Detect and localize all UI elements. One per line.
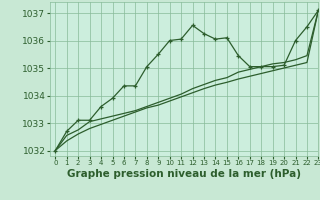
X-axis label: Graphe pression niveau de la mer (hPa): Graphe pression niveau de la mer (hPa) bbox=[67, 169, 301, 179]
